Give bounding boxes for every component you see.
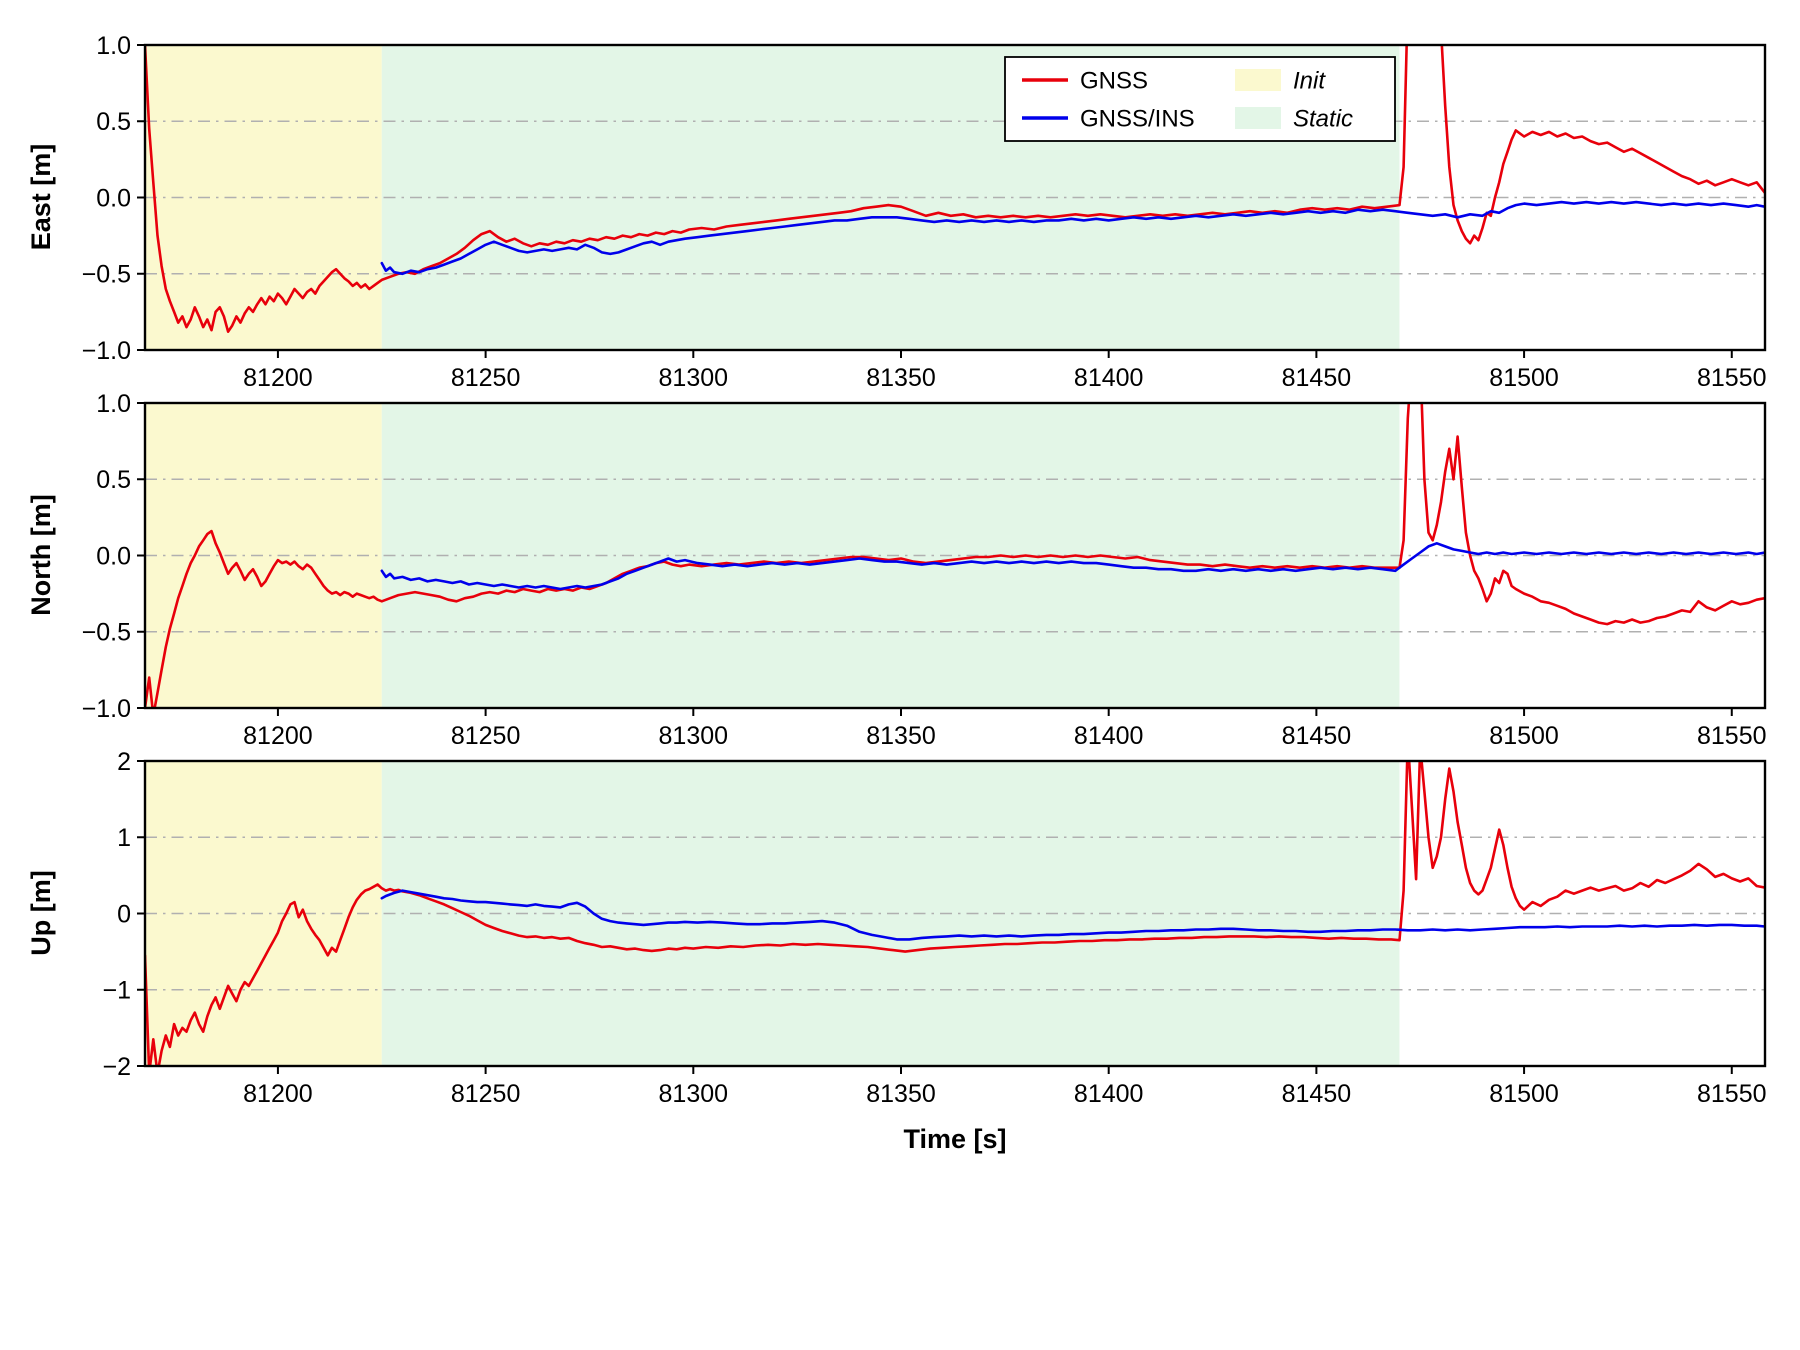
panel-up: −2 −1 0 1 2 81200 81250 81300 81350 81400 81450 815… bbox=[102, 748, 1767, 1108]
legend-box bbox=[1004, 56, 1396, 142]
y-tick-label: −2 bbox=[102, 1053, 131, 1081]
series-gnss-ins-north bbox=[380, 541, 1765, 591]
y-tick-label: 0.0 bbox=[96, 542, 131, 570]
legend-init-label: Init bbox=[1293, 67, 1326, 94]
y-axis-label-east: East [m] bbox=[26, 144, 56, 251]
legend-init-patch-swatch bbox=[1235, 69, 1281, 91]
series-gnss-ins-up bbox=[380, 889, 1765, 941]
legend-gnssins-label: GNSS/INS bbox=[1080, 105, 1195, 132]
panels-group: −1.0 −0.5 0.0 0.5 1.0 81200 81250 81300 81350 814… bbox=[82, 32, 1767, 1108]
y-tick-label: 0.5 bbox=[96, 108, 131, 136]
x-tick-label: 81250 bbox=[451, 722, 521, 750]
y-tick-label: 1.0 bbox=[96, 390, 131, 418]
series-gnss-up bbox=[145, 761, 1765, 1066]
legend-static-label: Static bbox=[1293, 105, 1353, 132]
y-tick-label: 1 bbox=[117, 824, 131, 852]
x-tick-label: 81350 bbox=[866, 364, 936, 392]
y-tick-label: 0.0 bbox=[96, 184, 131, 212]
x-tick-label: 81200 bbox=[243, 364, 313, 392]
legend: GNSS GNSS/INS Init Static bbox=[1004, 56, 1396, 142]
x-tick-label: 81350 bbox=[866, 1080, 936, 1108]
y-tick-label: −1.0 bbox=[82, 695, 131, 723]
x-tick-label: 81300 bbox=[659, 1080, 729, 1108]
series-gnss-ins-east bbox=[380, 200, 1765, 276]
x-tick-label: 81500 bbox=[1489, 722, 1559, 750]
series-gnss-east bbox=[145, 45, 1765, 334]
x-tick-label: 81550 bbox=[1697, 1080, 1767, 1108]
x-tick-label: 81450 bbox=[1282, 364, 1352, 392]
y-axis-label-up: Up [m] bbox=[26, 870, 56, 955]
x-tick-label: 81400 bbox=[1074, 722, 1144, 750]
x-tick-label: 81300 bbox=[659, 364, 729, 392]
y-tick-label: −0.5 bbox=[82, 261, 131, 289]
x-tick-label: 81500 bbox=[1489, 1080, 1559, 1108]
series-gnss-north bbox=[145, 403, 1765, 708]
x-tick-label: 81550 bbox=[1697, 364, 1767, 392]
x-tick-label: 81400 bbox=[1074, 1080, 1144, 1108]
panel-east: −1.0 −0.5 0.0 0.5 1.0 81200 81250 81300 81350 814… bbox=[82, 32, 1767, 392]
y-tick-label: 0 bbox=[117, 900, 131, 928]
y-tick-label: −1 bbox=[102, 977, 131, 1005]
y-tick-label: −0.5 bbox=[82, 619, 131, 647]
y-tick-label: 0.5 bbox=[96, 466, 131, 494]
x-tick-label: 81250 bbox=[451, 364, 521, 392]
x-tick-label: 81400 bbox=[1074, 364, 1144, 392]
x-tick-label: 81200 bbox=[243, 722, 313, 750]
x-tick-label: 81250 bbox=[451, 1080, 521, 1108]
x-axis-label: Time [s] bbox=[903, 1124, 1006, 1154]
x-tick-label: 81200 bbox=[243, 1080, 313, 1108]
x-tick-label: 81500 bbox=[1489, 364, 1559, 392]
x-tick-label: 81450 bbox=[1282, 1080, 1352, 1108]
x-tick-label: 81550 bbox=[1697, 722, 1767, 750]
legend-static-patch-swatch bbox=[1235, 107, 1281, 129]
x-tick-label: 81350 bbox=[866, 722, 936, 750]
panel-north: −1.0 −0.5 0.0 0.5 1.0 81200 81250 81300 81350 814… bbox=[82, 390, 1767, 750]
y-axis-label-north: North [m] bbox=[26, 494, 56, 615]
y-tick-label: 2 bbox=[117, 748, 131, 776]
legend-gnss-label: GNSS bbox=[1080, 67, 1148, 94]
x-tick-label: 81300 bbox=[659, 722, 729, 750]
y-tick-label: −1.0 bbox=[82, 337, 131, 365]
x-tick-label: 81450 bbox=[1282, 722, 1352, 750]
y-tick-label: 1.0 bbox=[96, 32, 131, 60]
